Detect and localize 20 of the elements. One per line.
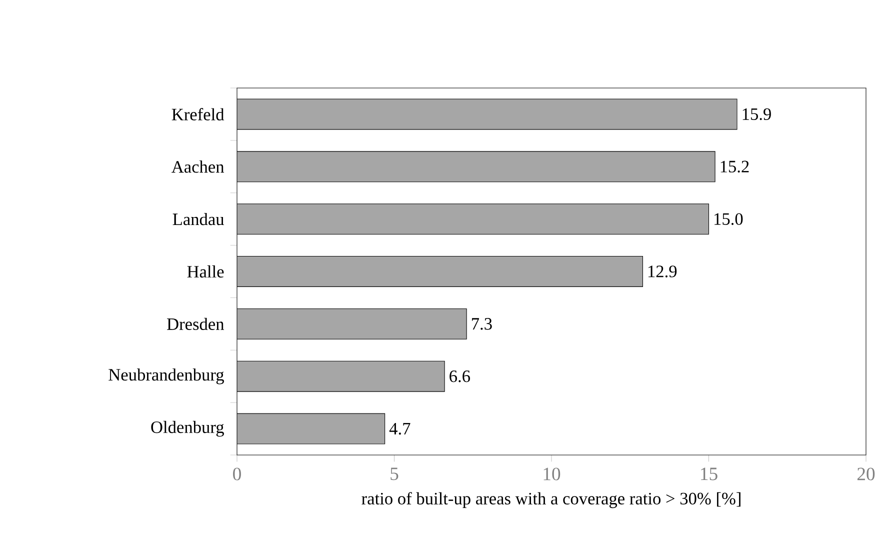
y-tick-label: Dresden — [167, 318, 224, 330]
y-tick-label: Krefeld — [172, 108, 224, 120]
data-label: 4.7 — [389, 422, 410, 435]
x-tick-label: 0 — [233, 468, 241, 480]
x-tick-label: 20 — [857, 468, 875, 480]
data-label: 7.3 — [472, 318, 492, 330]
data-label: 6.6 — [450, 370, 470, 382]
y-tick-label: Oldenburg — [151, 420, 224, 437]
y-tick-label: Aachen — [172, 160, 224, 173]
data-label: 15.2 — [720, 160, 749, 173]
y-tick-label: Landau — [172, 212, 224, 226]
y-tick-label: Halle — [187, 265, 224, 278]
x-tick-label: 15 — [701, 468, 718, 480]
y-tick-label: Neubrandenburg — [108, 368, 224, 384]
x-axis-title: ratio of built-up areas with a coverage ratio > 30% [%] — [362, 492, 740, 508]
data-label: 15.0 — [714, 213, 743, 225]
data-label: 12.9 — [648, 266, 677, 278]
data-label: 15.9 — [742, 108, 771, 120]
x-tick-label: 5 — [390, 468, 398, 480]
x-tick-label: 10 — [544, 468, 560, 480]
